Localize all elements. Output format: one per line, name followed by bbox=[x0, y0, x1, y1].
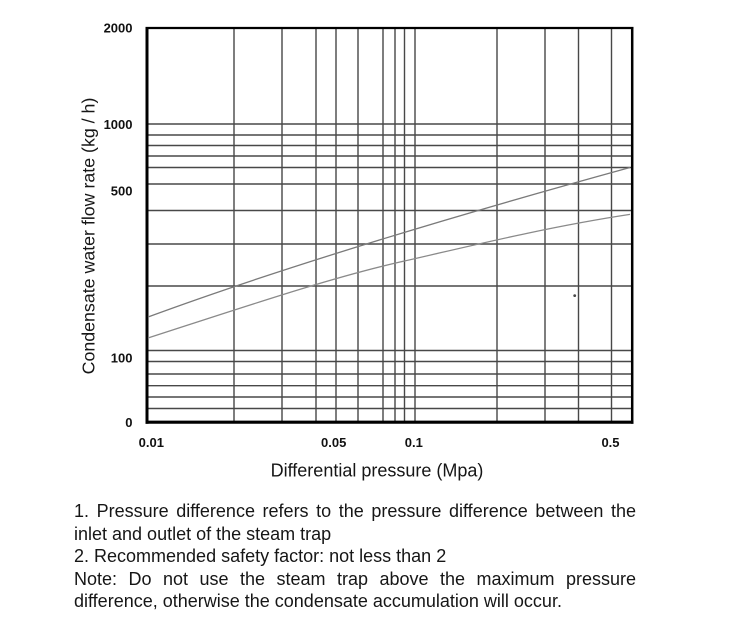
svg-text:100: 100 bbox=[111, 351, 133, 366]
svg-text:2000: 2000 bbox=[104, 21, 133, 36]
svg-text:1000: 1000 bbox=[104, 117, 133, 132]
svg-text:0.5: 0.5 bbox=[601, 435, 619, 450]
svg-text:Differential pressure (Mpa): Differential pressure (Mpa) bbox=[271, 461, 484, 481]
svg-text:0.05: 0.05 bbox=[321, 435, 346, 450]
svg-text:0.01: 0.01 bbox=[139, 435, 164, 450]
svg-text:0.1: 0.1 bbox=[405, 435, 423, 450]
svg-text:500: 500 bbox=[111, 184, 133, 199]
svg-text:0: 0 bbox=[125, 415, 132, 430]
svg-text:Condensate water flow rate (kg: Condensate water flow rate (kg / h) bbox=[79, 98, 99, 375]
